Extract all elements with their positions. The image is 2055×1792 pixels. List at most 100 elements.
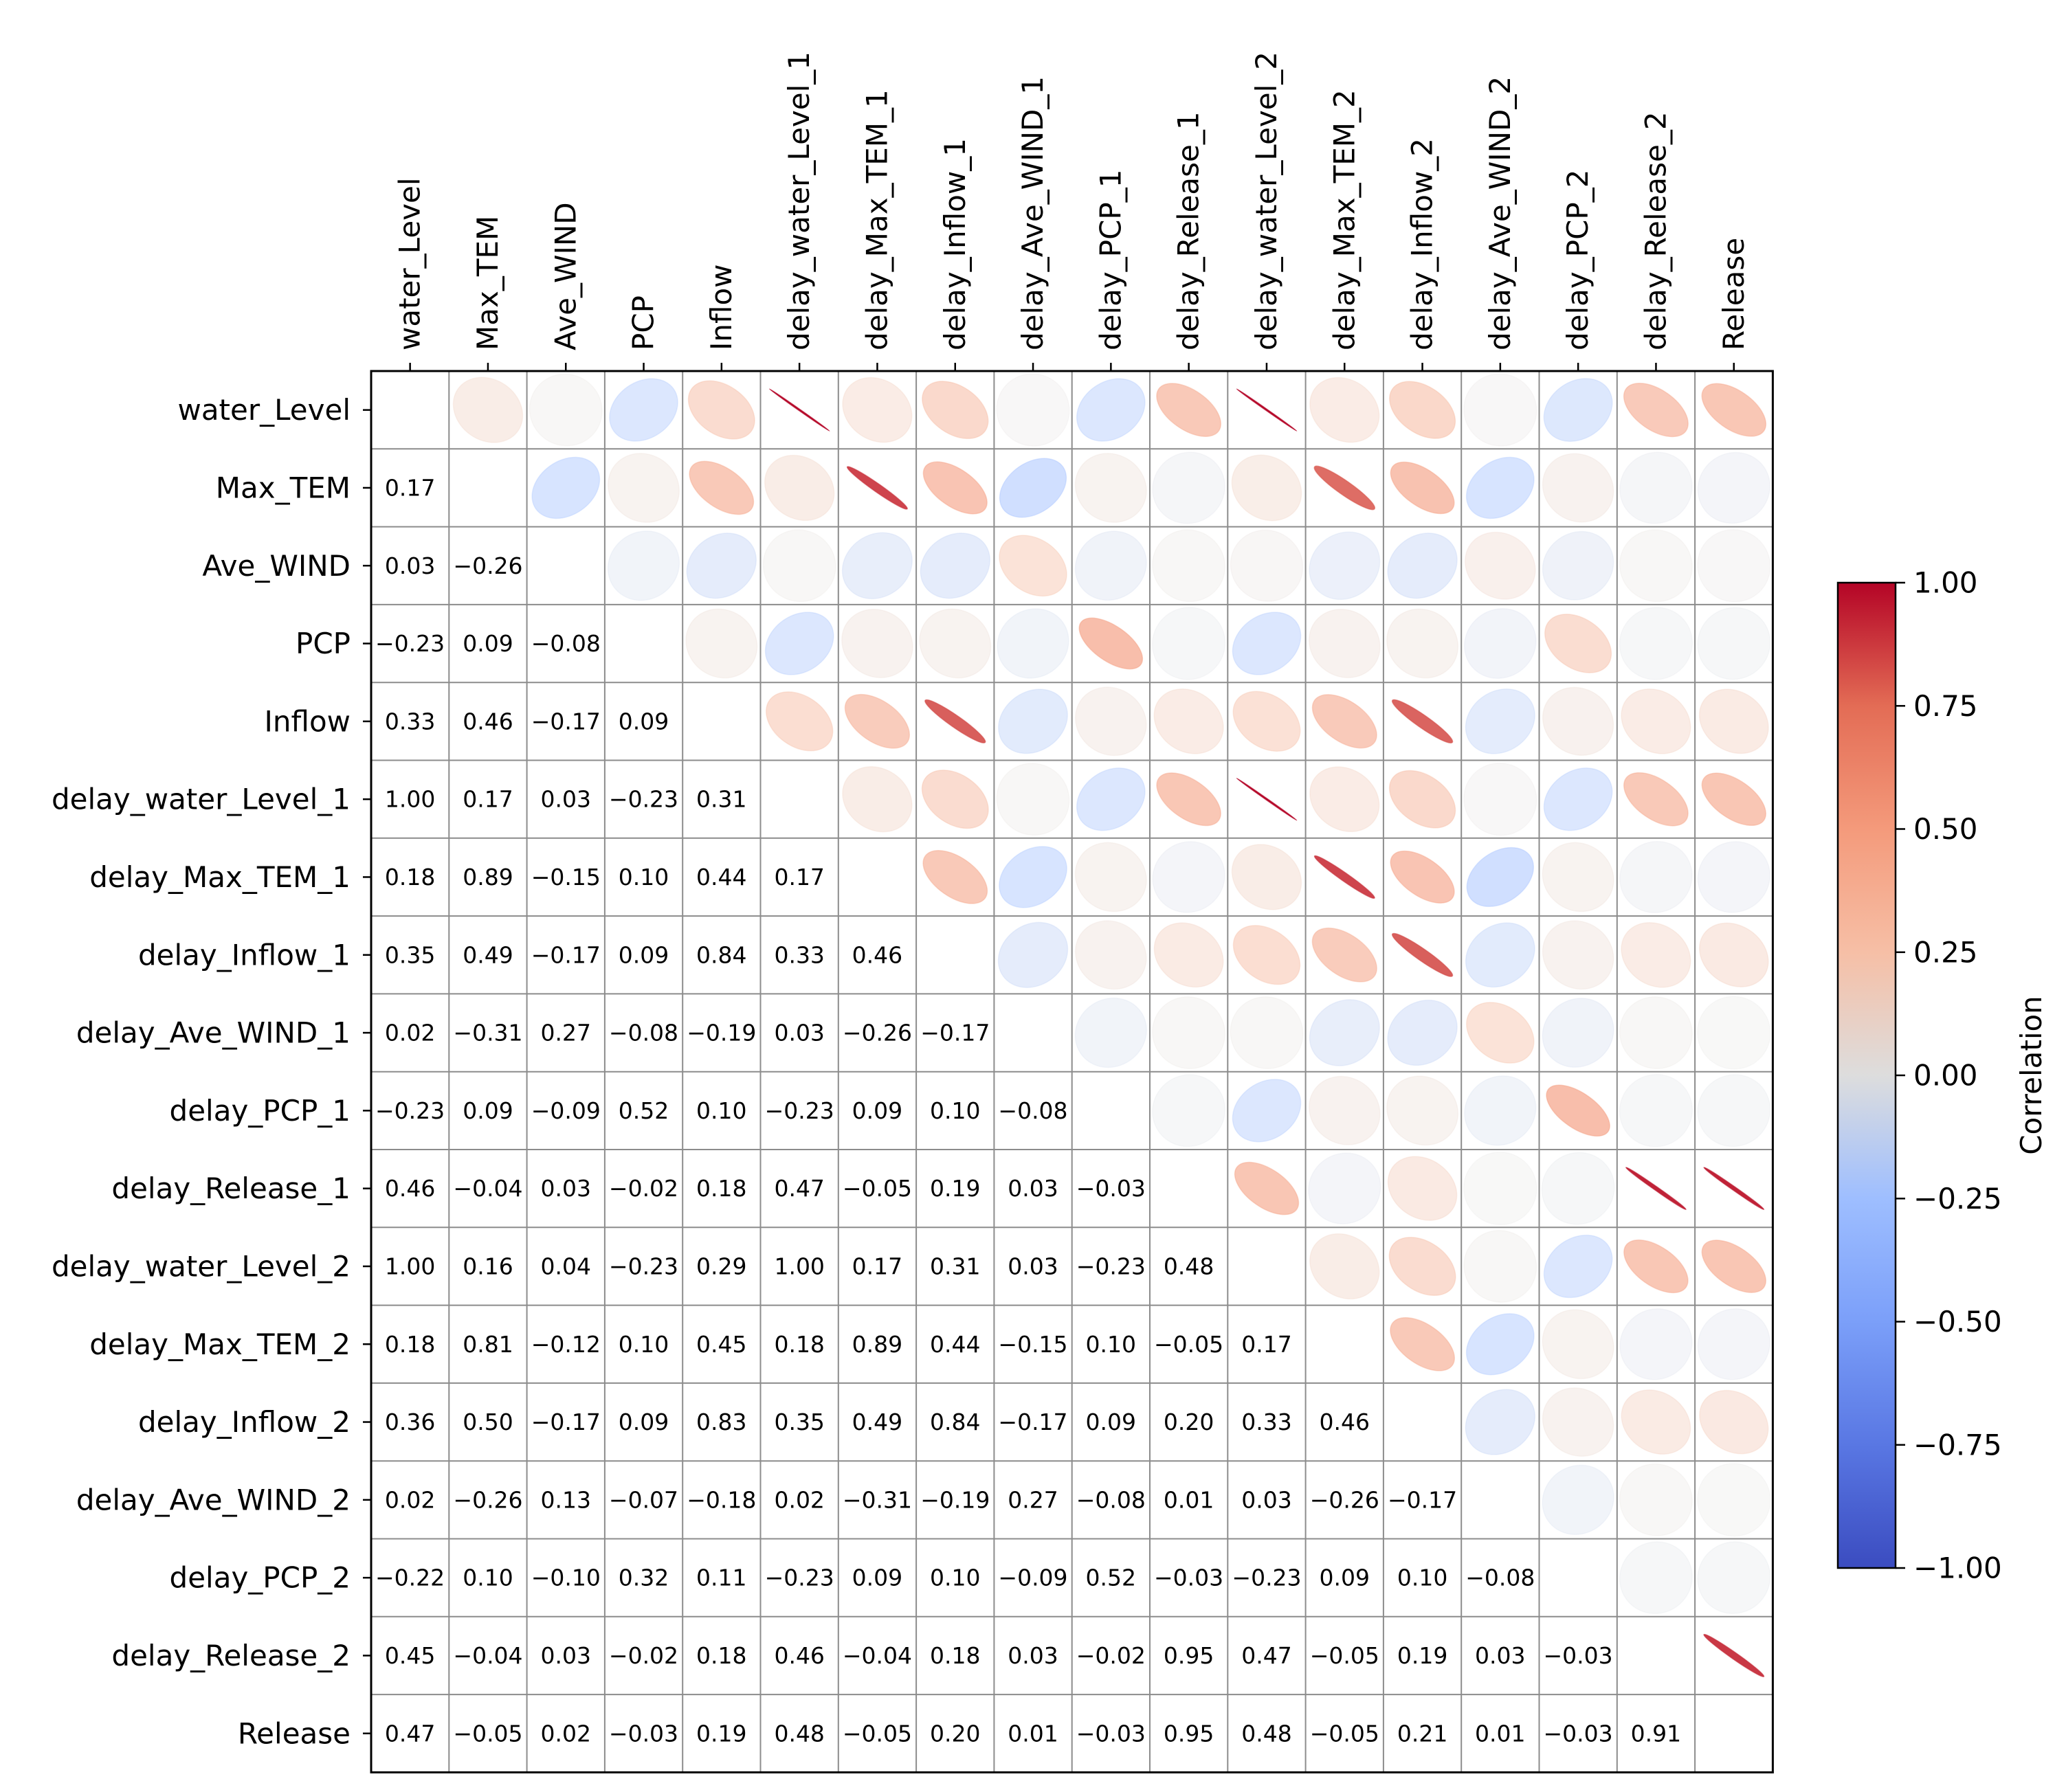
correlation-ellipse xyxy=(1076,378,1146,442)
correlation-value-label: −0.31 xyxy=(843,1486,912,1513)
correlation-value-label: −0.03 xyxy=(1544,1720,1613,1747)
correlation-value-label: 0.13 xyxy=(541,1486,591,1513)
correlation-ellipse xyxy=(1388,770,1456,829)
correlation-value-label: 1.00 xyxy=(385,1253,435,1280)
colorbar-tick-label: 0.75 xyxy=(1913,689,1978,723)
y-tick-label: delay_Ave_WIND_1 xyxy=(76,1016,351,1050)
correlation-value-label: −0.23 xyxy=(765,1097,834,1124)
correlation-ellipse xyxy=(997,921,1069,988)
correlation-value-label: 0.02 xyxy=(774,1486,824,1513)
correlation-value-label: 0.35 xyxy=(774,1409,824,1435)
correlation-ellipse xyxy=(764,454,835,522)
correlation-value-label: 0.45 xyxy=(696,1331,746,1358)
x-tick-label: delay_water_Level_2 xyxy=(1249,52,1283,350)
correlation-ellipse xyxy=(1232,1079,1302,1143)
correlation-value-label: 0.33 xyxy=(774,941,824,968)
correlation-value-label: 0.81 xyxy=(463,1331,513,1358)
correlation-value-label: 0.46 xyxy=(1320,1409,1370,1435)
correlation-ellipse xyxy=(924,699,986,743)
correlation-ellipse xyxy=(1074,997,1147,1068)
correlation-value-label: 0.36 xyxy=(385,1409,435,1435)
correlation-value-label: −0.05 xyxy=(1310,1642,1379,1669)
correlation-value-label: −0.05 xyxy=(1154,1331,1223,1358)
correlation-value-label: 0.46 xyxy=(852,941,902,968)
correlation-value-label: 0.45 xyxy=(385,1642,435,1669)
correlation-ellipse xyxy=(1232,925,1301,985)
correlation-value-label: 0.89 xyxy=(463,864,513,891)
correlation-ellipse xyxy=(922,461,988,515)
correlation-ellipse xyxy=(922,381,989,440)
correlation-value-label: 0.48 xyxy=(1164,1253,1214,1280)
correlation-ellipse xyxy=(1543,378,1613,443)
correlation-value-label: 0.09 xyxy=(463,630,513,657)
correlation-value-label: 0.09 xyxy=(463,1097,513,1124)
correlation-value-label: −0.02 xyxy=(1076,1642,1146,1669)
correlation-ellipse xyxy=(1463,1151,1537,1226)
correlation-ellipse xyxy=(1619,1463,1693,1536)
correlation-value-label: −0.26 xyxy=(1310,1486,1379,1513)
correlation-value-label: −0.23 xyxy=(1076,1253,1146,1280)
correlation-ellipse xyxy=(998,688,1068,754)
y-tick-label: Inflow xyxy=(264,704,351,738)
y-tick-label: PCP xyxy=(296,627,351,660)
correlation-ellipse xyxy=(1078,617,1144,670)
x-tick-label: PCP xyxy=(627,295,660,350)
correlation-ellipse xyxy=(609,378,678,442)
correlation-ellipse xyxy=(1623,1239,1689,1294)
colorbar: 1.00 0.75 0.50 0.25 0.00 −0.25 −0.50 −0.75 −1.00… xyxy=(1836,566,2048,1585)
correlation-value-label: 0.03 xyxy=(385,552,435,579)
colorbar-tick-label: 0.00 xyxy=(1913,1059,1978,1093)
correlation-value-label: 0.33 xyxy=(385,708,435,735)
correlation-ellipse xyxy=(1387,999,1458,1066)
correlation-ellipse xyxy=(1699,1389,1769,1455)
correlation-ellipse xyxy=(1542,1464,1614,1536)
correlation-value-label: −0.18 xyxy=(687,1486,756,1513)
correlation-value-label: −0.23 xyxy=(609,1253,678,1280)
correlation-value-label: 0.11 xyxy=(696,1565,746,1591)
correlation-ellipse xyxy=(1076,768,1146,831)
correlation-ellipse xyxy=(1619,1308,1693,1380)
y-tick-label: delay_Ave_WIND_2 xyxy=(76,1483,351,1516)
correlation-value-label: 0.18 xyxy=(774,1331,824,1358)
correlation-ellipse xyxy=(842,377,913,443)
x-tick-label: delay_water_Level_1 xyxy=(782,52,816,350)
correlation-value-label: −0.26 xyxy=(453,1486,522,1513)
colorbar-tick-label: 0.25 xyxy=(1913,935,1978,969)
correlation-ellipse xyxy=(1308,1075,1381,1145)
correlation-ellipse xyxy=(1465,688,1535,754)
x-tick-label: delay_Inflow_1 xyxy=(938,138,972,350)
correlation-value-label: −0.04 xyxy=(453,1642,522,1669)
correlation-value-label: 0.48 xyxy=(1241,1720,1291,1747)
correlation-ellipse xyxy=(1311,927,1377,983)
correlation-ellipse xyxy=(1466,847,1535,908)
correlation-ellipse xyxy=(1387,1156,1458,1221)
correlation-ellipse xyxy=(1542,1387,1614,1457)
correlation-value-label: 0.09 xyxy=(852,1565,902,1591)
y-tick-label: delay_water_Level_2 xyxy=(52,1249,351,1283)
correlation-value-label: −0.03 xyxy=(1076,1720,1146,1747)
correlation-ellipse xyxy=(1543,1234,1613,1299)
y-tick-label: Max_TEM xyxy=(216,471,351,504)
correlation-ellipse xyxy=(999,458,1067,518)
y-tick-label: delay_Release_2 xyxy=(111,1639,351,1672)
correlation-ellipse xyxy=(1236,388,1298,432)
correlation-ellipse xyxy=(841,609,913,678)
correlation-ellipse xyxy=(1389,381,1456,439)
x-tick-label: delay_Max_TEM_2 xyxy=(1327,89,1361,350)
correlation-ellipse xyxy=(846,466,908,510)
correlation-value-label: 0.03 xyxy=(774,1020,824,1046)
correlation-ellipse xyxy=(764,612,834,675)
correlation-value-label: 0.46 xyxy=(385,1175,435,1202)
correlation-ellipse xyxy=(685,608,758,679)
correlation-value-label: −0.23 xyxy=(375,1097,445,1124)
correlation-ellipse xyxy=(1699,922,1769,987)
correlation-ellipse xyxy=(1542,530,1614,601)
correlation-value-label: 0.10 xyxy=(1086,1331,1136,1358)
correlation-value-label: 0.18 xyxy=(385,1331,435,1358)
correlation-value-label: 0.27 xyxy=(541,1020,591,1046)
correlation-ellipse xyxy=(1232,612,1302,675)
correlation-ellipse xyxy=(1232,691,1301,752)
correlation-ellipse xyxy=(1619,840,1693,913)
correlation-value-label: −0.05 xyxy=(453,1720,522,1747)
